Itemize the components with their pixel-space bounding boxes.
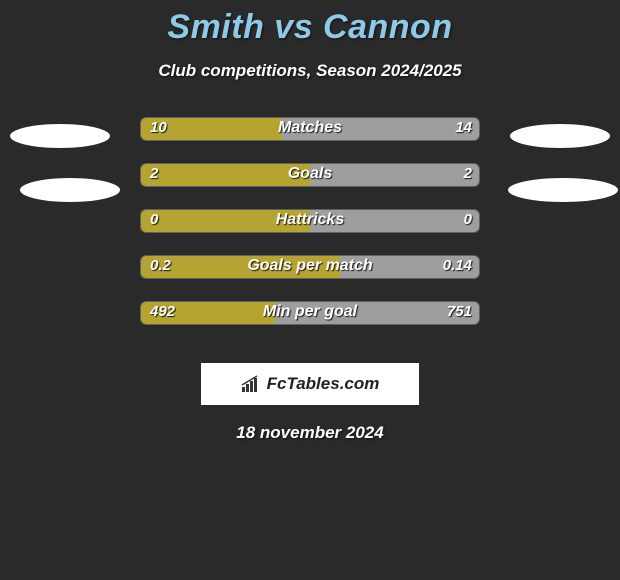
date-line: 18 november 2024 [0, 423, 620, 443]
page-title: Smith vs Cannon [0, 0, 620, 47]
metric-label: Goals per match [140, 257, 480, 275]
bars-icon [241, 375, 263, 393]
logo-text: FcTables.com [267, 374, 380, 394]
metric-label: Min per goal [140, 303, 480, 321]
metric-label: Hattricks [140, 211, 480, 229]
comparison-chart: Smith vs Cannon Club competitions, Seaso… [0, 0, 620, 443]
metrics-area: 1014Matches22Goals00Hattricks0.20.14Goal… [0, 117, 620, 347]
metric-row: 1014Matches [0, 117, 620, 163]
subtitle: Club competitions, Season 2024/2025 [0, 61, 620, 81]
metric-row: 22Goals [0, 163, 620, 209]
metric-label: Goals [140, 165, 480, 183]
logo: FcTables.com [241, 374, 380, 394]
metric-label: Matches [140, 119, 480, 137]
metric-row: 00Hattricks [0, 209, 620, 255]
metric-row: 492751Min per goal [0, 301, 620, 347]
metric-row: 0.20.14Goals per match [0, 255, 620, 301]
logo-box: FcTables.com [201, 363, 419, 405]
